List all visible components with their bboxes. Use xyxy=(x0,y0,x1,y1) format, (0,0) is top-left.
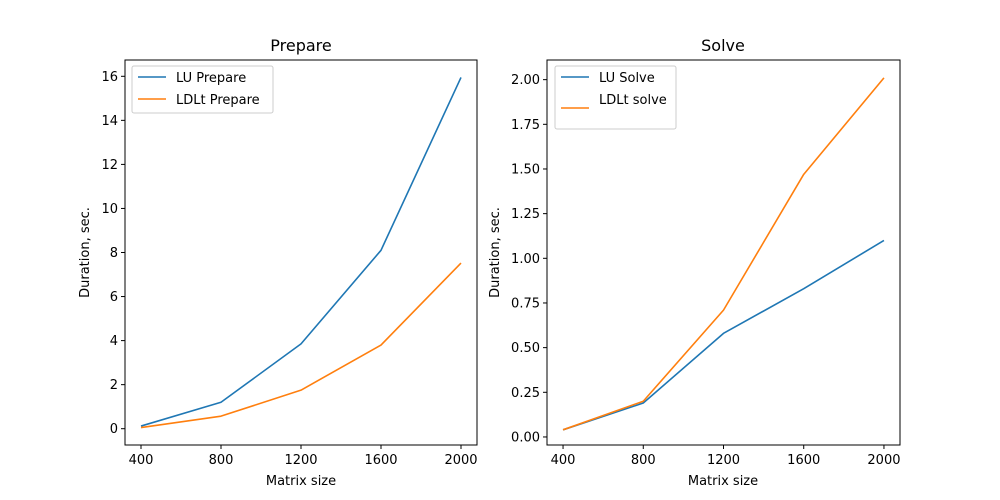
prepare-x-tick-label: 1200 xyxy=(284,453,317,468)
prepare-y-tick-label: 6 xyxy=(110,290,118,305)
solve-y-tick-label: 1.25 xyxy=(511,207,540,222)
solve-series-line-lu xyxy=(562,239,885,431)
solve-chart: Solve Matrix size Duration, sec. 400 800 1… xyxy=(488,36,901,489)
prepare-chart: Prepare Matrix size Duration, sec. 400 80… xyxy=(78,36,478,489)
solve-x-axis-label: Matrix size xyxy=(688,474,758,489)
prepare-legend: LU Prepare LDLt Prepare xyxy=(131,65,274,114)
solve-ticks: 400 800 1200 1600 2000 0.00 0.25 0.50 0.75 1.00 1.… xyxy=(511,73,900,468)
solve-y-tick-label: 2.00 xyxy=(511,73,540,88)
prepare-y-tick-label: 2 xyxy=(110,378,118,393)
solve-title: Solve xyxy=(701,36,745,55)
prepare-series-line-ldlt xyxy=(140,262,462,429)
solve-y-tick-label: 0.25 xyxy=(511,386,540,401)
prepare-y-tick-label: 0 xyxy=(110,422,118,437)
solve-x-tick-label: 1200 xyxy=(707,453,740,468)
prepare-legend-box xyxy=(131,65,274,114)
solve-x-tick-label: 1600 xyxy=(787,453,820,468)
prepare-x-tick-label: 800 xyxy=(209,453,234,468)
solve-plot-frame xyxy=(546,59,901,446)
solve-y-tick-label: 1.75 xyxy=(511,118,540,133)
prepare-x-tick-label: 2000 xyxy=(444,453,477,468)
solve-y-tick-label: 0.00 xyxy=(511,430,540,445)
solve-legend: LU Solve LDLt solve xyxy=(554,65,677,130)
solve-legend-label-lu: LU Solve xyxy=(599,71,655,86)
solve-series-lines xyxy=(562,77,885,431)
prepare-series-lines xyxy=(140,77,462,429)
prepare-y-tick-label: 12 xyxy=(101,158,118,173)
prepare-legend-label-ldlt: LDLt Prepare xyxy=(176,93,260,108)
prepare-x-tick-label: 1600 xyxy=(364,453,397,468)
prepare-series-line-lu xyxy=(140,77,462,427)
solve-y-tick-label: 0.75 xyxy=(511,296,540,311)
prepare-y-tick-label: 16 xyxy=(101,70,118,85)
prepare-ticks: 400 800 1200 1600 2000 0 2 4 6 8 10 12 14 16 xyxy=(101,70,477,468)
prepare-y-tick-label: 8 xyxy=(110,246,118,261)
solve-legend-box xyxy=(554,65,677,130)
solve-y-tick-label: 0.50 xyxy=(511,341,540,356)
prepare-plot-frame xyxy=(124,59,478,446)
solve-y-tick-label: 1.50 xyxy=(511,162,540,177)
prepare-y-tick-label: 10 xyxy=(101,202,118,217)
solve-x-tick-label: 800 xyxy=(631,453,656,468)
prepare-y-tick-label: 14 xyxy=(101,114,118,129)
solve-y-axis-label: Duration, sec. xyxy=(488,207,503,298)
prepare-legend-label-lu: LU Prepare xyxy=(176,71,246,86)
prepare-y-axis-label: Duration, sec. xyxy=(78,207,93,298)
solve-series-line-ldlt xyxy=(562,77,885,431)
prepare-title: Prepare xyxy=(270,36,331,55)
solve-y-tick-label: 1.00 xyxy=(511,252,540,267)
solve-x-tick-label: 2000 xyxy=(867,453,900,468)
prepare-y-tick-label: 4 xyxy=(110,334,118,349)
prepare-x-tick-label: 400 xyxy=(129,453,154,468)
prepare-x-axis-label: Matrix size xyxy=(266,474,336,489)
solve-legend-label-ldlt: LDLt solve xyxy=(599,93,667,108)
solve-x-tick-label: 400 xyxy=(551,453,576,468)
